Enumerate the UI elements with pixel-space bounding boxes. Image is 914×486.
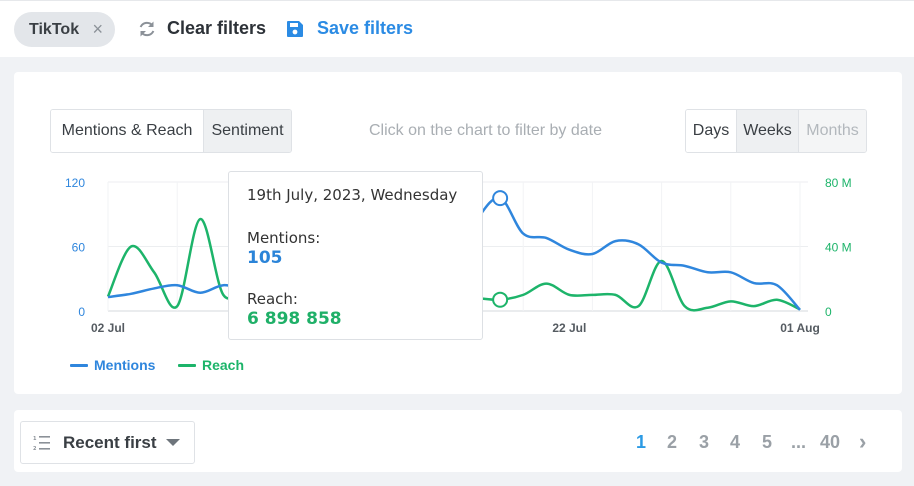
tab-days[interactable]: Days [686, 110, 736, 152]
tooltip-mentions-label: Mentions: [247, 229, 321, 247]
chevron-down-icon [166, 439, 180, 446]
y-right-tick-label: 0 [825, 305, 832, 319]
page-3[interactable]: 3 [699, 432, 710, 452]
refresh-icon [139, 21, 155, 36]
save-icon [287, 20, 303, 37]
page-1[interactable]: 1 [636, 432, 647, 452]
y-right-tick-label: 40 M [825, 241, 852, 255]
hover-marker-mentions [492, 190, 509, 207]
y-right-tick-label: 80 M [825, 176, 852, 190]
tooltip-reach-label: Reach: [247, 290, 298, 308]
close-icon[interactable]: × [92, 19, 103, 39]
sort-list-icon: 1 2 [33, 435, 50, 451]
y-left-tick-label: 0 [78, 305, 85, 319]
filter-chip-label: TikTok [29, 20, 80, 38]
filter-bar: TikTok × Clear filters Save filters [0, 0, 914, 57]
page-4[interactable]: 4 [730, 432, 741, 452]
sort-label: Recent first [63, 432, 157, 452]
clear-filters-label: Clear filters [167, 18, 267, 38]
tab-sentiment[interactable]: Sentiment [203, 110, 291, 152]
chart-hint: Click on the chart to filter by date [369, 122, 602, 139]
save-filters-label: Save filters [317, 18, 414, 38]
hover-marker-reach [492, 291, 509, 308]
tooltip-mentions-value: 105 [247, 248, 283, 268]
legend-mentions[interactable]: Mentions [70, 357, 155, 373]
legend-reach-swatch [178, 363, 196, 367]
save-filters-button[interactable]: Save filters [286, 18, 413, 39]
legend-mentions-swatch [70, 363, 88, 367]
x-tick-label: 01 Aug [780, 321, 820, 335]
sort-dropdown[interactable]: 1 2 Recent first [20, 421, 195, 464]
y-left-tick-label: 120 [65, 176, 85, 190]
x-tick-label: 22 Jul [552, 321, 586, 335]
svg-text:1: 1 [33, 436, 37, 442]
chart-tooltip: 19th July, 2023, Wednesday Mentions: 105… [228, 171, 483, 340]
page-ellipsis: ... [791, 432, 807, 452]
y-left-tick-label: 60 [72, 241, 86, 255]
legend-reach[interactable]: Reach [178, 357, 244, 373]
tab-mentions-reach[interactable]: Mentions & Reach [51, 110, 203, 152]
filter-chip-tiktok[interactable]: TikTok × [14, 12, 115, 47]
legend-mentions-label: Mentions [94, 357, 156, 373]
tooltip-reach-value: 6 898 858 [247, 309, 342, 329]
metric-tab-group: Mentions & Reach Sentiment [50, 109, 292, 153]
page-40[interactable]: 40 [820, 432, 841, 452]
next-page-chevron-icon[interactable]: › [859, 429, 867, 454]
page-2[interactable]: 2 [667, 432, 678, 452]
period-tab-group: Days Weeks Months [685, 109, 867, 153]
x-tick-label: 02 Jul [91, 321, 125, 335]
tab-months[interactable]: Months [798, 110, 866, 152]
tab-weeks[interactable]: Weeks [736, 110, 798, 152]
legend-reach-label: Reach [202, 357, 245, 373]
list-controls: 1 2 Recent first 1 2 3 4 5 ... 40 › [14, 410, 902, 472]
tooltip-date: 19th July, 2023, Wednesday [247, 186, 458, 204]
page-5[interactable]: 5 [762, 432, 773, 452]
svg-text:2: 2 [33, 446, 37, 451]
clear-filters-button[interactable]: Clear filters [137, 18, 266, 39]
